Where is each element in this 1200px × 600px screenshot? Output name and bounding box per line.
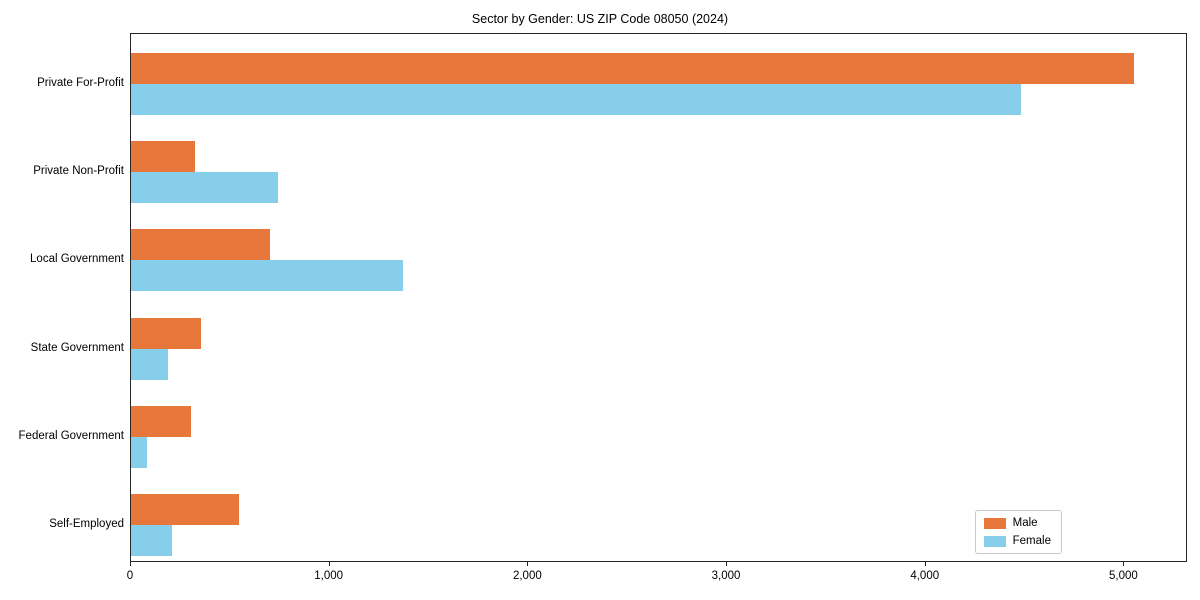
bar-male-1 bbox=[131, 141, 195, 173]
x-tick bbox=[924, 562, 926, 566]
x-tick bbox=[527, 562, 529, 566]
y-tick-label: Private Non-Profit bbox=[33, 165, 124, 178]
bar-female-1 bbox=[131, 172, 279, 204]
x-tick bbox=[328, 562, 330, 566]
plot-area bbox=[130, 33, 1187, 562]
y-tick-label: Federal Government bbox=[18, 429, 124, 442]
bar-female-2 bbox=[131, 260, 404, 292]
legend-item-female: Female bbox=[983, 535, 1051, 547]
x-tick bbox=[726, 562, 728, 566]
bar-male-2 bbox=[131, 229, 271, 261]
legend-item-male: Male bbox=[983, 517, 1051, 529]
x-tick-label: 1,000 bbox=[314, 570, 344, 582]
bar-female-3 bbox=[131, 348, 168, 380]
bar-male-0 bbox=[131, 53, 1135, 85]
y-tick-label: Private For-Profit bbox=[37, 77, 124, 90]
bar-female-0 bbox=[131, 84, 1022, 116]
x-tick-label: 5,000 bbox=[1109, 570, 1138, 582]
legend-swatch-female bbox=[983, 535, 1006, 547]
x-tick bbox=[1123, 562, 1125, 566]
bar-female-5 bbox=[131, 524, 172, 556]
chart-title: Sector by Gender: US ZIP Code 08050 (202… bbox=[471, 12, 729, 26]
y-tick-label: Self-Employed bbox=[49, 517, 124, 530]
bar-male-3 bbox=[131, 317, 201, 349]
y-tick-label: State Government bbox=[30, 341, 124, 354]
legend-swatch-male bbox=[983, 517, 1006, 529]
x-tick-label: 2,000 bbox=[512, 570, 542, 582]
x-tick-label: 4,000 bbox=[910, 570, 940, 582]
bar-male-5 bbox=[131, 493, 240, 525]
legend-label: Female bbox=[1012, 535, 1051, 547]
bar-female-4 bbox=[131, 436, 147, 468]
legend-label: Male bbox=[1012, 517, 1038, 529]
legend: Male Female bbox=[974, 510, 1062, 554]
bar-male-4 bbox=[131, 405, 191, 437]
x-tick bbox=[130, 562, 131, 566]
x-tick-label: 3,000 bbox=[711, 570, 741, 582]
y-tick-label: Local Government bbox=[30, 253, 124, 266]
x-tick-label: 0 bbox=[126, 570, 134, 582]
